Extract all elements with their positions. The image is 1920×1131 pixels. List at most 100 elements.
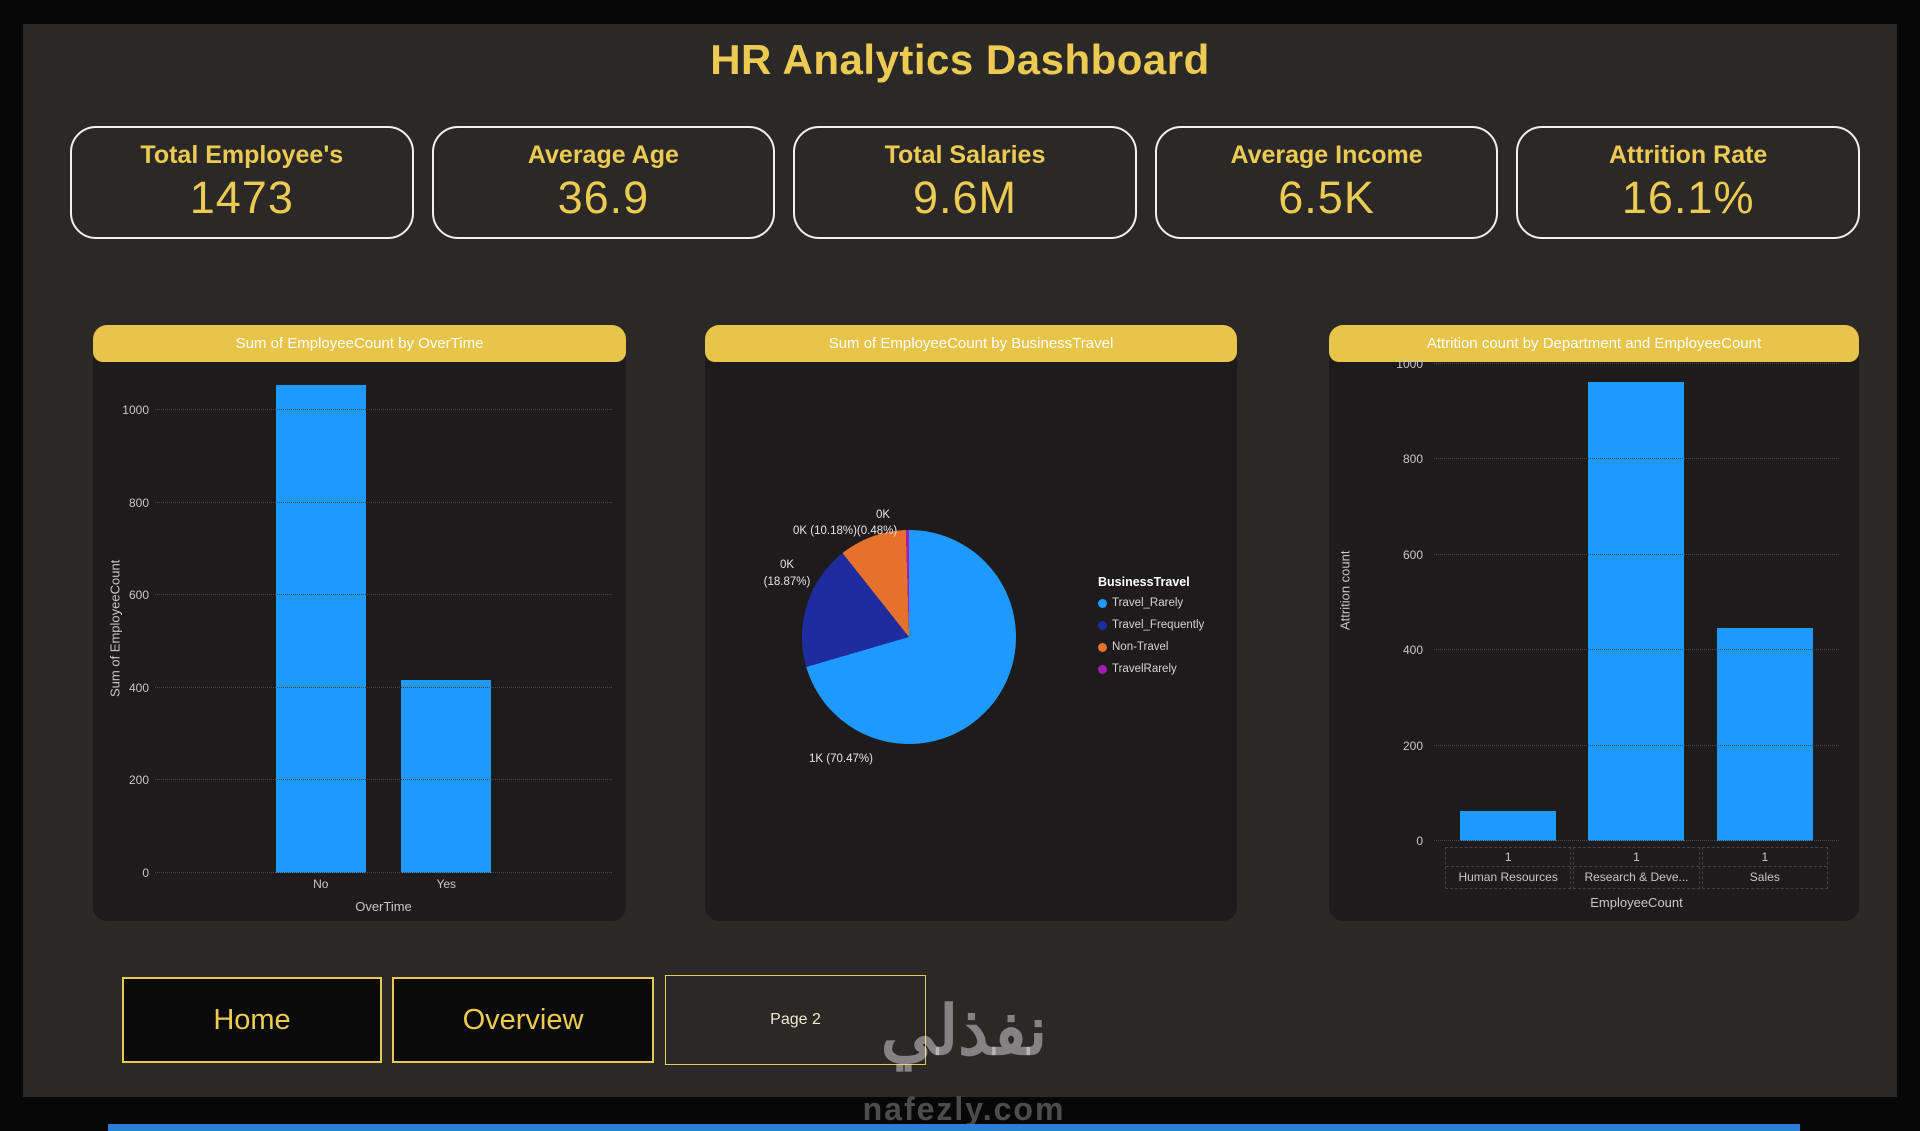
y-tick-label: 800 — [128, 495, 149, 510]
top-strip — [0, 0, 1920, 24]
watermark-site: nafezly.com — [862, 1091, 1066, 1127]
kpi-card-average-age[interactable]: Average Age 36.9 — [431, 126, 776, 239]
bottom-blue-bar — [108, 1124, 1800, 1131]
y-tick-label: 0 — [1416, 834, 1423, 848]
kpi-card-total-employees[interactable]: Total Employee's 1473 — [70, 126, 414, 239]
gridline — [1434, 744, 1839, 746]
legend-items: Travel_Rarely Travel_Frequently Non-Travel… — [1098, 597, 1204, 675]
legend-label: Non-Travel — [1112, 641, 1169, 653]
bar-slot — [384, 383, 510, 873]
gridline — [1434, 553, 1839, 555]
x-axis-labels: 1 Human Resources 1 Research & Deve... 1 Sale… — [1434, 847, 1839, 889]
legend-item-travel-frequently[interactable]: Travel_Frequently — [1098, 619, 1204, 631]
nav-button-page2[interactable]: Page 2 — [665, 975, 926, 1065]
y-axis-ticks: 0 200 400 600 800 1000 — [1365, 340, 1425, 848]
bar-no[interactable] — [275, 384, 366, 873]
kpi-value: 36.9 — [557, 172, 650, 223]
x-category-count: 1 — [1702, 848, 1827, 867]
kpi-card-total-salaries[interactable]: Total Salaries 9.6M — [793, 126, 1137, 239]
y-tick-label: 600 — [128, 588, 149, 603]
bar-human-resources[interactable] — [1460, 810, 1557, 841]
legend-item-travelrarely[interactable]: TravelRarely — [1098, 663, 1204, 675]
x-category-label: 1 Research & Deve... — [1573, 847, 1700, 889]
bars — [155, 383, 612, 873]
kpi-value: 1473 — [189, 172, 294, 223]
pie-chart[interactable] — [802, 530, 1016, 744]
gridline — [1434, 649, 1839, 651]
kpi-label: Average Age — [527, 141, 679, 169]
legend-item-travel-rarely[interactable]: Travel_Rarely — [1098, 597, 1204, 609]
x-category-name: Sales — [1749, 870, 1780, 884]
chart-title-bar: Attrition count by Department and Employ… — [1329, 325, 1859, 362]
y-tick-label: 800 — [1402, 452, 1423, 467]
legend-title: BusinessTravel — [1098, 575, 1190, 589]
y-tick-label: 400 — [128, 680, 149, 695]
pie-label-line: 0K — [779, 559, 795, 571]
x-category-label: 1 Human Resources — [1445, 847, 1572, 889]
kpi-row: Total Employee's 1473 Average Age 36.9 T… — [70, 126, 1860, 239]
pie-label-travel-rarely: 1K (70.47%) — [809, 753, 873, 765]
pie-label-travelrarely-sliver: 0K — [875, 509, 891, 521]
chart-employeecount-by-overtime[interactable]: Sum of EmployeeCount by OverTime Sum of … — [93, 325, 626, 921]
y-tick-label: 200 — [1402, 738, 1423, 753]
kpi-label: Average Income — [1230, 141, 1423, 169]
y-axis-title: Attrition count — [1337, 550, 1353, 631]
x-category-count: 1 — [1446, 848, 1571, 867]
chart-title-bar: Sum of EmployeeCount by BusinessTravel — [705, 325, 1237, 362]
legend-label: Travel_Frequently — [1112, 619, 1205, 631]
y-tick-label: 0 — [142, 866, 149, 880]
gridline — [1434, 458, 1839, 460]
kpi-card-attrition-rate[interactable]: Attrition Rate 16.1% — [1516, 126, 1860, 239]
legend-dot — [1098, 642, 1107, 652]
bar-sales[interactable] — [1716, 628, 1813, 841]
kpi-value: 6.5K — [1278, 172, 1375, 223]
bar-yes[interactable] — [401, 680, 492, 873]
chart-attrition-by-department[interactable]: Attrition count by Department and Employ… — [1329, 325, 1859, 921]
y-tick-label: 1000 — [122, 402, 149, 417]
kpi-label: Total Salaries — [884, 141, 1046, 169]
y-tick-label: 1000 — [1396, 356, 1423, 371]
x-category-label: 1 Sales — [1701, 847, 1828, 889]
gridline — [155, 686, 612, 688]
gridline — [155, 408, 612, 410]
legend-dot — [1098, 598, 1107, 608]
plot-area — [155, 383, 612, 873]
bar-slot — [258, 383, 384, 873]
y-axis-ticks: 0 200 400 600 800 1000 — [93, 383, 151, 880]
gridline — [155, 872, 612, 873]
x-axis-labels: No Yes — [155, 877, 612, 891]
x-category-name: Human Resources — [1458, 870, 1558, 884]
legend-dot — [1098, 664, 1107, 674]
chart-title: Sum of EmployeeCount by BusinessTravel — [828, 335, 1114, 352]
bar-research-deve-[interactable] — [1588, 382, 1685, 841]
legend-item-non-travel[interactable]: Non-Travel — [1098, 641, 1204, 653]
kpi-value: 9.6M — [912, 172, 1017, 223]
y-tick-label: 600 — [1402, 547, 1423, 562]
chart-title: Attrition count by Department and Employ… — [1426, 335, 1762, 352]
x-category-label: No — [313, 877, 329, 891]
bar-slot — [1444, 340, 1572, 841]
y-tick-label: 400 — [1402, 643, 1423, 658]
chart-title-bar: Sum of EmployeeCount by OverTime — [93, 325, 626, 362]
legend-label: TravelRarely — [1112, 663, 1177, 675]
bar-slot — [1701, 340, 1829, 841]
gridline — [155, 594, 612, 596]
gridline — [1434, 840, 1839, 841]
dashboard-title: HR Analytics Dashboard — [710, 36, 1210, 83]
y-tick-label: 200 — [128, 773, 149, 788]
gridline — [155, 779, 612, 781]
bars — [1434, 340, 1839, 841]
kpi-card-average-income[interactable]: Average Income 6.5K — [1154, 126, 1499, 239]
gridline — [155, 501, 612, 503]
chart-employeecount-by-businesstravel[interactable]: Sum of EmployeeCount by BusinessTravel 0… — [705, 325, 1237, 921]
x-axis-title: EmployeeCount — [1590, 895, 1683, 910]
legend-dot — [1098, 620, 1107, 630]
nav-button-home[interactable]: Home — [122, 977, 382, 1063]
x-category-count: 1 — [1574, 848, 1699, 867]
nav-button-overview[interactable]: Overview — [392, 977, 654, 1063]
x-axis-title: OverTime — [355, 899, 412, 914]
kpi-label: Attrition Rate — [1609, 141, 1768, 169]
legend-label: Travel_Rarely — [1112, 597, 1184, 609]
pie-label-line: (18.87%) — [763, 576, 811, 588]
